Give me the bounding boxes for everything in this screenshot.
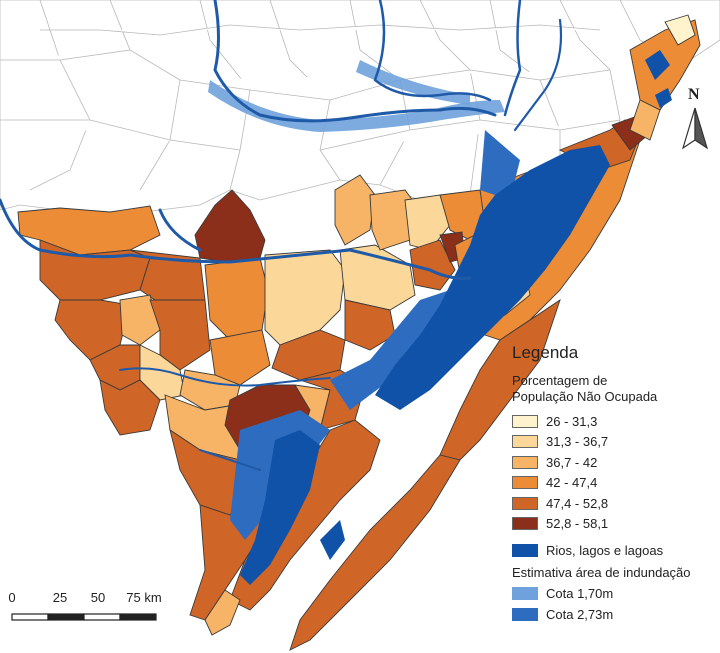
legend-item-water: Rios, lagos e lagoas <box>512 540 716 561</box>
legend-label: Cota 1,70m <box>546 586 614 602</box>
municipality <box>289 454 461 651</box>
legend-subtitle-line: Porcentagem de <box>512 373 608 388</box>
scale-bar-graphic <box>11 613 157 621</box>
legend-item-flood: Cota 1,70m <box>512 584 716 605</box>
municipality <box>119 294 161 346</box>
legend-subtitle-line: População Não Ocupada <box>512 389 658 404</box>
flood-cota-273 <box>480 130 520 200</box>
river <box>373 0 492 102</box>
legend-swatch <box>512 476 538 490</box>
municipality <box>439 298 561 461</box>
scale-label: 25 <box>52 590 68 605</box>
rivers <box>0 0 563 471</box>
municipality <box>204 589 241 636</box>
municipality <box>339 244 416 311</box>
neighbor-municipalities <box>0 0 720 216</box>
legend-swatch <box>512 517 538 531</box>
legend-label: 36,7 - 42 <box>546 454 598 470</box>
legend-swatch <box>512 435 538 449</box>
legend-swatch <box>512 587 538 601</box>
legend-item: 36,7 - 42 <box>512 452 716 473</box>
river <box>213 0 497 123</box>
legend-swatch <box>512 496 538 510</box>
legend-swatch <box>512 607 538 621</box>
legend-label: Rios, lagos e lagoas <box>546 542 664 558</box>
municipality <box>264 249 346 346</box>
scale-bar: 0 25 50 75 km <box>8 590 162 630</box>
municipality <box>99 379 161 436</box>
legend: Legenda Porcentagem de População Não Ocu… <box>512 343 716 625</box>
legend-item-flood: Cota 2,73m <box>512 604 716 625</box>
municipality <box>194 189 266 263</box>
river <box>0 198 472 280</box>
legend-subtitle: Porcentagem de População Não Ocupada <box>512 373 716 405</box>
legend-item: 52,8 - 58,1 <box>512 514 716 535</box>
municipality <box>204 257 269 341</box>
scale-label: 0 <box>8 590 16 605</box>
legend-flood-heading: Estimativa área de indundação <box>512 564 691 580</box>
small-lagoon <box>655 88 672 108</box>
municipality <box>629 99 661 141</box>
scale-label: 75 km <box>126 590 162 605</box>
legend-item: 31,3 - 36,7 <box>512 432 716 453</box>
legend-label: 47,4 - 52,8 <box>546 495 609 511</box>
legend-classes: 26 - 31,3 31,3 - 36,7 36,7 - 42 42 - 47,… <box>512 411 716 534</box>
legend-item: 26 - 31,3 <box>512 411 716 432</box>
north-arrow: N <box>680 86 710 150</box>
flood-cota-273 <box>330 290 450 410</box>
lagoons <box>240 50 672 585</box>
north-label: N <box>688 86 700 103</box>
legend-title: Legenda <box>512 343 579 362</box>
lagoa-mirim <box>240 430 320 585</box>
legend-label: 31,3 - 36,7 <box>546 434 609 450</box>
legend-label: 26 - 31,3 <box>546 413 598 429</box>
river <box>158 208 202 252</box>
river <box>503 0 522 117</box>
lagoa-dos-patos <box>375 145 610 410</box>
municipality <box>334 174 376 246</box>
municipality <box>409 239 456 291</box>
river <box>199 449 261 471</box>
legend-label: 52,8 - 58,1 <box>546 516 609 532</box>
river <box>513 18 563 132</box>
river <box>119 367 331 387</box>
scale-label: 50 <box>90 590 106 605</box>
legend-item: 47,4 - 52,8 <box>512 493 716 514</box>
north-arrow-icon <box>681 107 709 150</box>
legend-swatch <box>512 455 538 469</box>
legend-item: 42 - 47,4 <box>512 473 716 494</box>
legend-swatch <box>512 543 538 557</box>
lagoa-mangueira <box>320 520 345 560</box>
legend-swatch <box>512 414 538 428</box>
municipality <box>209 329 271 386</box>
municipality <box>404 194 451 251</box>
small-lagoon <box>645 50 670 80</box>
municipality <box>17 205 161 256</box>
legend-label: 42 - 47,4 <box>546 475 598 491</box>
municipality <box>664 14 696 46</box>
legend-label: Cota 2,73m <box>546 606 614 622</box>
municipality <box>344 299 396 351</box>
